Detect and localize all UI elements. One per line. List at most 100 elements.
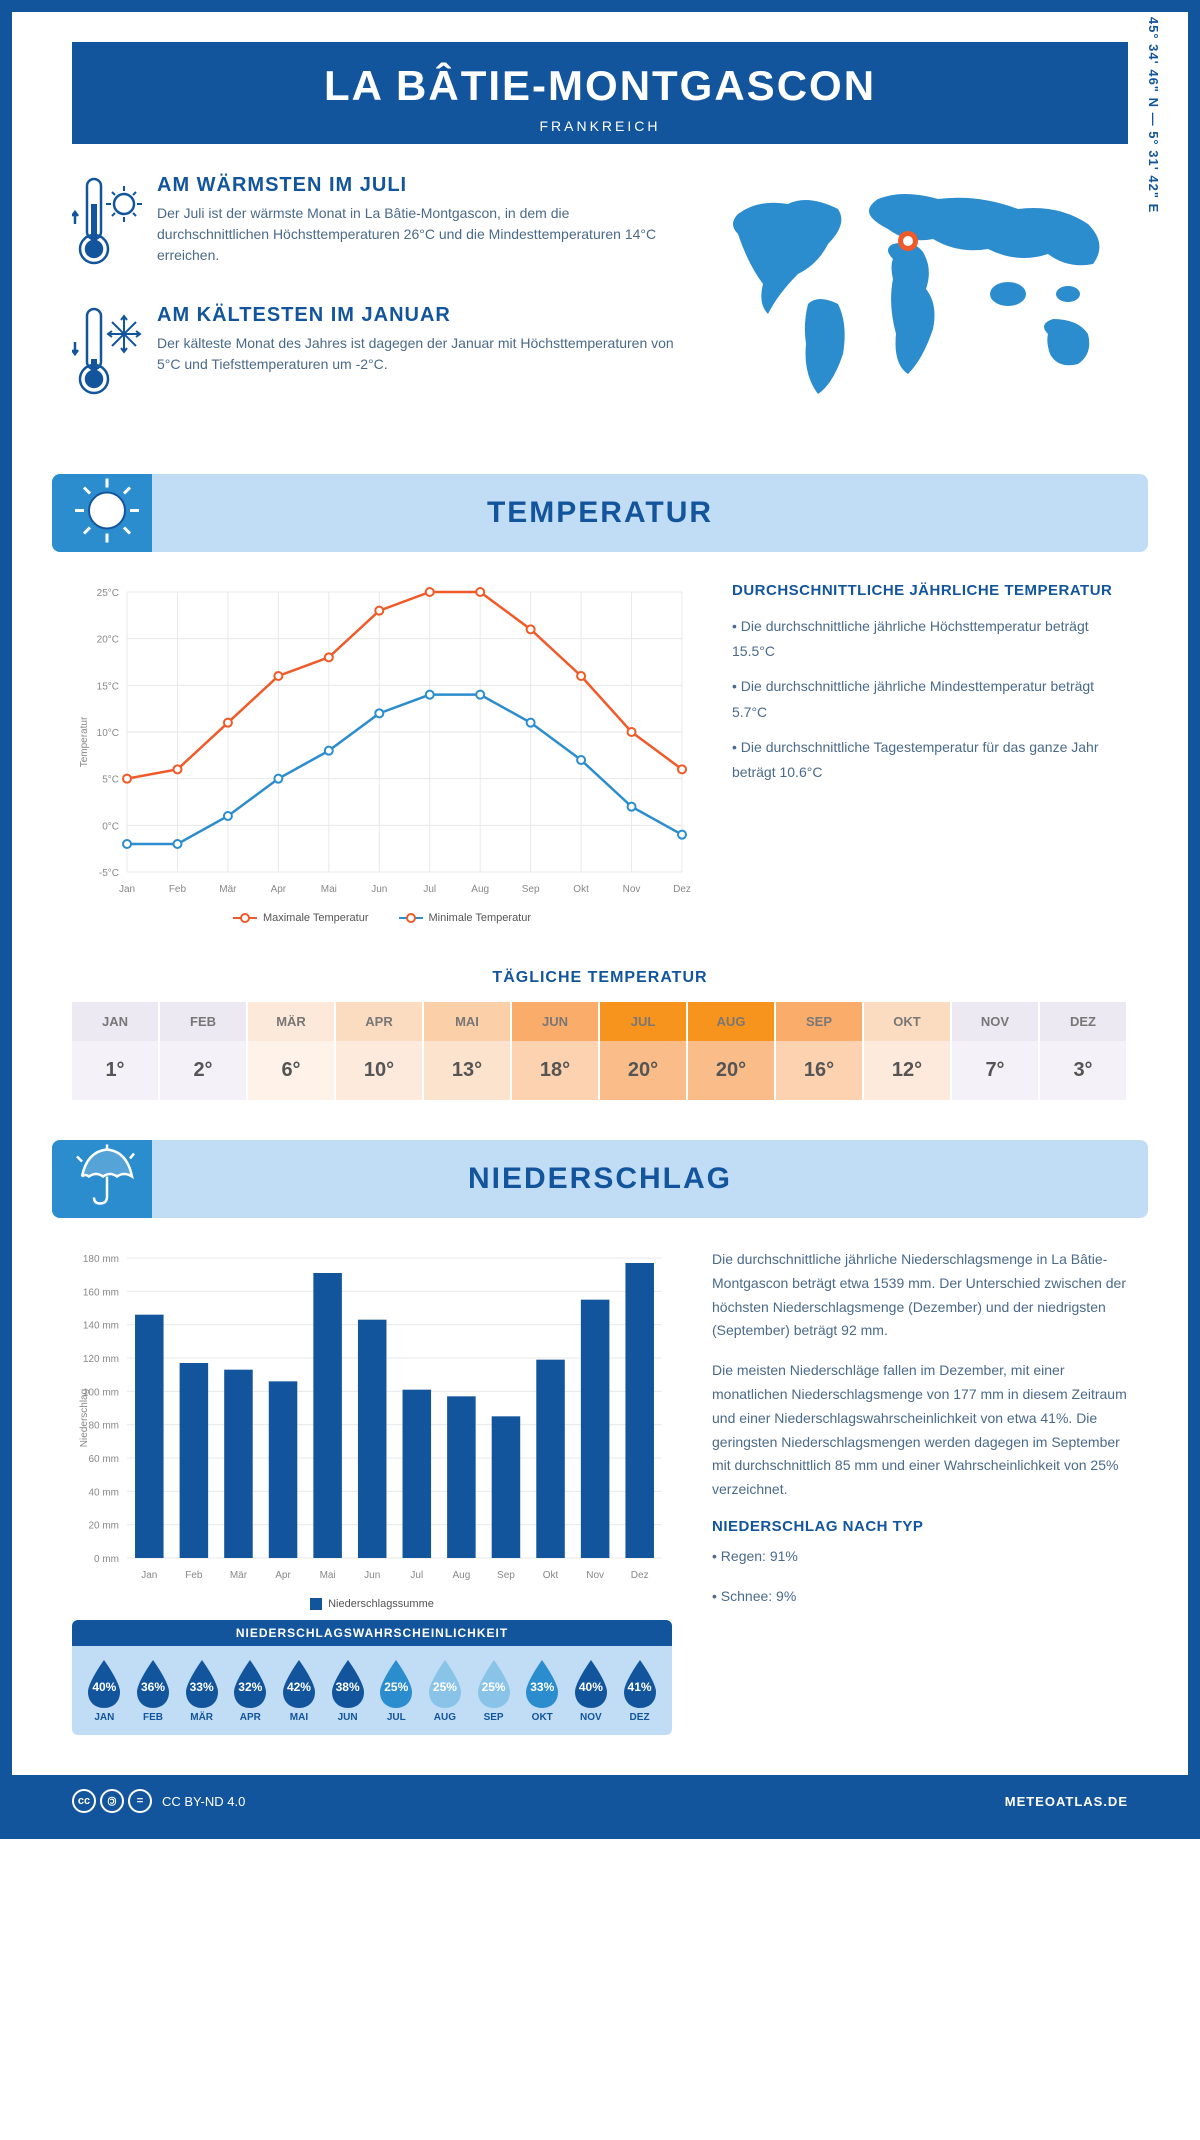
- svg-text:Sep: Sep: [497, 1570, 515, 1581]
- svg-text:Nov: Nov: [586, 1570, 604, 1581]
- temp-grid-month: APR: [336, 1002, 424, 1041]
- svg-text:Jul: Jul: [423, 884, 436, 895]
- prob-drop: 25% AUG: [424, 1658, 466, 1723]
- temp-grid-month: JUL: [600, 1002, 688, 1041]
- svg-text:15°C: 15°C: [97, 681, 119, 692]
- infographic-container: LA BÂTIE-MONTGASCON FRANKREICH: [0, 0, 1200, 1839]
- temp-grid-value: 18°: [512, 1041, 600, 1100]
- umbrella-icon: [72, 1142, 142, 1217]
- svg-text:Apr: Apr: [275, 1570, 291, 1581]
- svg-text:-5°C: -5°C: [99, 868, 119, 879]
- svg-text:40 mm: 40 mm: [88, 1487, 119, 1498]
- svg-text:10°C: 10°C: [97, 728, 119, 739]
- prob-drop: 33% MÄR: [181, 1658, 223, 1723]
- svg-text:Apr: Apr: [271, 884, 287, 895]
- temp-grid-value: 7°: [952, 1041, 1040, 1100]
- svg-text:Jun: Jun: [371, 884, 387, 895]
- svg-text:Okt: Okt: [543, 1570, 559, 1581]
- precip-text-2: Die meisten Niederschläge fallen im Deze…: [712, 1359, 1128, 1502]
- precip-type-title: NIEDERSCHLAG NACH TYP: [712, 1518, 1128, 1535]
- world-map: 45° 34' 46" N — 5° 31' 42" E: [708, 174, 1128, 434]
- prob-drop: 33% OKT: [521, 1658, 563, 1723]
- svg-text:Aug: Aug: [452, 1570, 470, 1581]
- temp-grid-month: FEB: [160, 1002, 248, 1041]
- footer: cc 🄯 = CC BY-ND 4.0 METEOATLAS.DE: [12, 1775, 1188, 1827]
- section-header-precipitation: NIEDERSCHLAG: [52, 1140, 1148, 1218]
- prob-title: NIEDERSCHLAGSWAHRSCHEINLICHKEIT: [72, 1620, 672, 1646]
- prob-drop: 40% JAN: [83, 1658, 125, 1723]
- prob-drop: 41% DEZ: [619, 1658, 661, 1723]
- svg-text:Aug: Aug: [471, 884, 489, 895]
- precip-text-1: Die durchschnittliche jährliche Niedersc…: [712, 1248, 1128, 1343]
- svg-text:Nov: Nov: [623, 884, 641, 895]
- header: LA BÂTIE-MONTGASCON FRANKREICH: [72, 42, 1128, 144]
- svg-text:20 mm: 20 mm: [88, 1521, 119, 1532]
- temp-grid-month: NOV: [952, 1002, 1040, 1041]
- svg-text:20°C: 20°C: [97, 635, 119, 646]
- cc-icon: cc: [72, 1789, 96, 1813]
- temp-grid-month: MÄR: [248, 1002, 336, 1041]
- prob-drop: 38% JUN: [327, 1658, 369, 1723]
- temp-grid-month: JUN: [512, 1002, 600, 1041]
- temp-grid-month: SEP: [776, 1002, 864, 1041]
- section-header-temperature: TEMPERATUR: [52, 474, 1148, 552]
- temp-grid-value: 13°: [424, 1041, 512, 1100]
- precip-type-2: • Schnee: 9%: [712, 1585, 1128, 1609]
- prob-drop: 32% APR: [229, 1658, 271, 1723]
- svg-text:Jul: Jul: [410, 1570, 423, 1581]
- fact-cold-text: Der kälteste Monat des Jahres ist dagege…: [157, 333, 678, 375]
- page-title: LA BÂTIE-MONTGASCON: [72, 62, 1128, 110]
- fact-warm-text: Der Juli ist der wärmste Monat in La Bât…: [157, 203, 678, 266]
- thermometer-hot-icon: [72, 174, 142, 279]
- precipitation-heading: NIEDERSCHLAG: [52, 1162, 1148, 1196]
- fact-coldest: AM KÄLTESTEN IM JANUAR Der kälteste Mona…: [72, 304, 678, 409]
- temp-grid-value: 3°: [1040, 1041, 1128, 1100]
- svg-text:140 mm: 140 mm: [83, 1321, 119, 1332]
- svg-text:Jun: Jun: [364, 1570, 380, 1581]
- svg-text:25°C: 25°C: [97, 588, 119, 599]
- svg-text:Feb: Feb: [185, 1570, 203, 1581]
- svg-text:60 mm: 60 mm: [88, 1454, 119, 1465]
- fact-cold-title: AM KÄLTESTEN IM JANUAR: [157, 304, 678, 327]
- fact-warmest: AM WÄRMSTEN IM JULI Der Juli ist der wär…: [72, 174, 678, 279]
- temp-grid-value: 6°: [248, 1041, 336, 1100]
- sun-icon: [72, 476, 142, 551]
- precipitation-bar-chart: 0 mm20 mm40 mm60 mm80 mm100 mm120 mm140 …: [72, 1248, 672, 1765]
- temp-grid-month: JAN: [72, 1002, 160, 1041]
- temperature-heading: TEMPERATUR: [52, 496, 1148, 530]
- temp-grid-month: DEZ: [1040, 1002, 1128, 1041]
- svg-text:Mär: Mär: [219, 884, 237, 895]
- prob-drop: 42% MAI: [278, 1658, 320, 1723]
- prob-drop: 40% NOV: [570, 1658, 612, 1723]
- daily-temperature-grid: JANFEBMÄRAPRMAIJUNJULAUGSEPOKTNOVDEZ1°2°…: [72, 1002, 1128, 1100]
- svg-text:80 mm: 80 mm: [88, 1421, 119, 1432]
- temp-grid-value: 16°: [776, 1041, 864, 1100]
- nd-icon: =: [128, 1789, 152, 1813]
- svg-text:Mai: Mai: [320, 1570, 336, 1581]
- temp-grid-value: 12°: [864, 1041, 952, 1100]
- license-text: CC BY-ND 4.0: [162, 1794, 245, 1809]
- temp-grid-month: OKT: [864, 1002, 952, 1041]
- svg-text:Feb: Feb: [169, 884, 187, 895]
- svg-text:Okt: Okt: [573, 884, 589, 895]
- prob-drop: 36% FEB: [132, 1658, 174, 1723]
- temp-grid-value: 2°: [160, 1041, 248, 1100]
- svg-text:Mär: Mär: [230, 1570, 248, 1581]
- svg-text:120 mm: 120 mm: [83, 1354, 119, 1365]
- temp-bullet-3: • Die durchschnittliche Tagestemperatur …: [732, 735, 1128, 785]
- site-name: METEOATLAS.DE: [1005, 1794, 1128, 1809]
- precip-type-1: • Regen: 91%: [712, 1545, 1128, 1569]
- prob-drop: 25% JUL: [375, 1658, 417, 1723]
- temperature-info: DURCHSCHNITTLICHE JÄHRLICHE TEMPERATUR •…: [732, 582, 1128, 924]
- svg-text:Niederschlag: Niederschlag: [79, 1389, 90, 1447]
- temp-bullet-1: • Die durchschnittliche jährliche Höchst…: [732, 614, 1128, 664]
- temp-grid-value: 20°: [688, 1041, 776, 1100]
- svg-text:0 mm: 0 mm: [94, 1554, 119, 1565]
- temp-info-title: DURCHSCHNITTLICHE JÄHRLICHE TEMPERATUR: [732, 582, 1128, 599]
- svg-text:Dez: Dez: [631, 1570, 649, 1581]
- page-subtitle: FRANKREICH: [72, 118, 1128, 134]
- temp-grid-value: 20°: [600, 1041, 688, 1100]
- precipitation-info: Die durchschnittliche jährliche Niedersc…: [712, 1248, 1128, 1765]
- precip-chart-legend: Niederschlagssumme: [72, 1598, 672, 1610]
- temp-grid-value: 10°: [336, 1041, 424, 1100]
